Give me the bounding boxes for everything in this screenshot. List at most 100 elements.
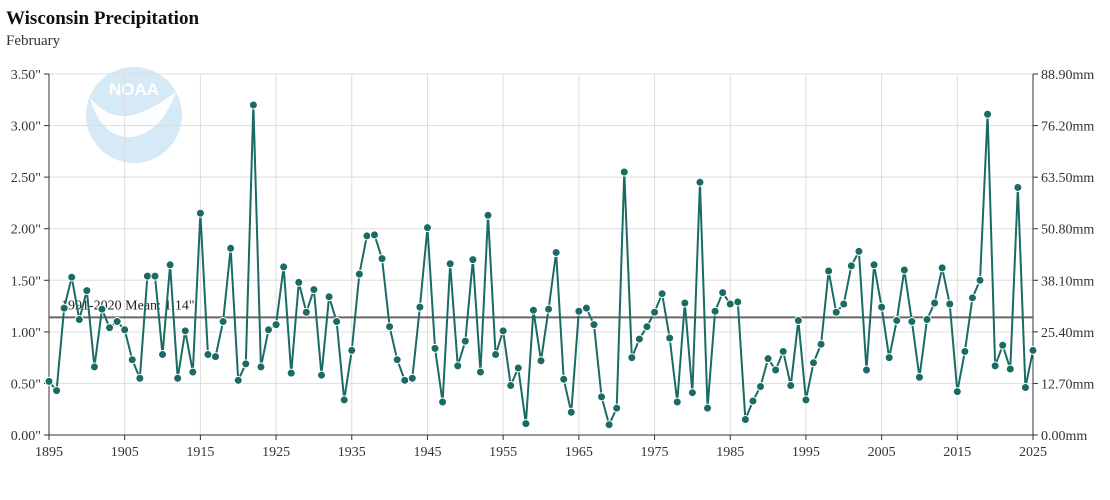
data-point[interactable] — [952, 387, 962, 397]
data-point[interactable] — [377, 254, 387, 264]
data-point[interactable] — [362, 231, 372, 241]
data-point[interactable] — [332, 317, 342, 327]
data-point[interactable] — [279, 262, 289, 272]
data-point[interactable] — [960, 346, 970, 356]
data-point[interactable] — [657, 289, 667, 299]
data-point[interactable] — [544, 304, 554, 314]
data-point[interactable] — [415, 302, 425, 312]
data-point[interactable] — [483, 210, 493, 220]
data-point[interactable] — [165, 260, 175, 270]
data-point[interactable] — [937, 263, 947, 273]
data-point[interactable] — [301, 307, 311, 317]
data-point[interactable] — [158, 350, 168, 360]
data-point[interactable] — [581, 303, 591, 313]
data-point[interactable] — [120, 325, 130, 335]
data-point[interactable] — [52, 386, 62, 396]
data-point[interactable] — [854, 246, 864, 256]
data-point[interactable] — [1005, 364, 1015, 374]
data-point[interactable] — [475, 367, 485, 377]
data-point[interactable] — [180, 326, 190, 336]
data-point[interactable] — [634, 334, 644, 344]
data-point[interactable] — [248, 100, 258, 110]
data-point[interactable] — [551, 247, 561, 257]
data-point[interactable] — [513, 363, 523, 373]
data-point[interactable] — [680, 298, 690, 308]
data-point[interactable] — [309, 285, 319, 295]
data-point[interactable] — [59, 303, 69, 313]
data-point[interactable] — [998, 340, 1008, 350]
data-point[interactable] — [665, 333, 675, 343]
data-point[interactable] — [430, 343, 440, 353]
data-point[interactable] — [642, 322, 652, 332]
data-point[interactable] — [468, 255, 478, 265]
data-point[interactable] — [135, 373, 145, 383]
data-point[interactable] — [907, 317, 917, 327]
data-point[interactable] — [173, 373, 183, 383]
data-point[interactable] — [612, 403, 622, 413]
data-point[interactable] — [793, 316, 803, 326]
data-point[interactable] — [453, 361, 463, 371]
data-point[interactable] — [271, 320, 281, 330]
data-point[interactable] — [756, 382, 766, 392]
data-point[interactable] — [233, 375, 243, 385]
data-point[interactable] — [1013, 182, 1023, 192]
data-point[interactable] — [112, 317, 122, 327]
data-point[interactable] — [559, 374, 569, 384]
data-point[interactable] — [930, 298, 940, 308]
data-point[interactable] — [778, 346, 788, 356]
data-point[interactable] — [339, 395, 349, 405]
data-point[interactable] — [733, 297, 743, 307]
data-point[interactable] — [264, 325, 274, 335]
data-point[interactable] — [604, 420, 614, 430]
data-point[interactable] — [44, 376, 54, 386]
data-point[interactable] — [740, 415, 750, 425]
data-point[interactable] — [619, 167, 629, 177]
data-point[interactable] — [703, 403, 713, 413]
data-point[interactable] — [983, 109, 993, 119]
data-point[interactable] — [748, 396, 758, 406]
data-point[interactable] — [97, 304, 107, 314]
data-point[interactable] — [650, 307, 660, 317]
data-point[interactable] — [861, 365, 871, 375]
data-point[interactable] — [491, 350, 501, 360]
data-point[interactable] — [536, 356, 546, 366]
data-point[interactable] — [945, 299, 955, 309]
data-point[interactable] — [975, 275, 985, 285]
data-point[interactable] — [256, 362, 266, 372]
data-point[interactable] — [589, 320, 599, 330]
data-point[interactable] — [422, 223, 432, 233]
data-point[interactable] — [846, 261, 856, 271]
data-point[interactable] — [67, 272, 77, 282]
data-point[interactable] — [574, 306, 584, 316]
data-point[interactable] — [241, 359, 251, 369]
data-point[interactable] — [763, 354, 773, 364]
data-point[interactable] — [899, 265, 909, 275]
data-point[interactable] — [695, 177, 705, 187]
data-point[interactable] — [687, 388, 697, 398]
data-point[interactable] — [316, 370, 326, 380]
data-point[interactable] — [718, 288, 728, 298]
data-point[interactable] — [82, 286, 92, 296]
data-point[interactable] — [869, 260, 879, 270]
data-point[interactable] — [150, 271, 160, 281]
data-point[interactable] — [914, 372, 924, 382]
data-point[interactable] — [808, 358, 818, 368]
data-point[interactable] — [294, 277, 304, 287]
data-point[interactable] — [354, 269, 364, 279]
data-point[interactable] — [211, 352, 221, 362]
data-point[interactable] — [400, 375, 410, 385]
data-point[interactable] — [528, 305, 538, 315]
data-point[interactable] — [839, 299, 849, 309]
data-point[interactable] — [816, 339, 826, 349]
data-point[interactable] — [521, 419, 531, 429]
data-point[interactable] — [506, 380, 516, 390]
data-point[interactable] — [597, 392, 607, 402]
data-point[interactable] — [498, 326, 508, 336]
data-point[interactable] — [445, 259, 455, 269]
data-point[interactable] — [324, 292, 334, 302]
data-point[interactable] — [672, 397, 682, 407]
data-point[interactable] — [392, 355, 402, 365]
data-point[interactable] — [725, 299, 735, 309]
data-point[interactable] — [884, 353, 894, 363]
data-point[interactable] — [438, 397, 448, 407]
